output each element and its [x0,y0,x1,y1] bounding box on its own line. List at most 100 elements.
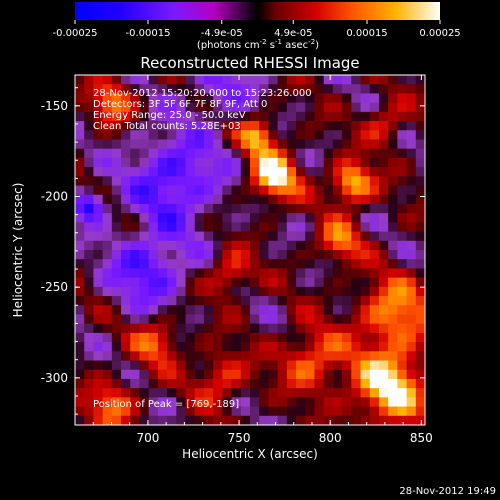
heatmap-cell [277,369,288,380]
heatmap-cell [176,305,186,315]
heatmap-cell [378,314,389,325]
heatmap-cell [231,314,242,325]
heatmap-cell [305,157,315,168]
heatmap-cell [75,332,85,343]
heatmap-cell [194,342,205,352]
heatmap-cell [185,231,196,242]
heatmap-cell [111,240,122,251]
heatmap-cell [388,305,398,315]
heatmap-cell [314,121,325,131]
heatmap-cell [286,351,297,361]
heatmap-cell [305,397,315,407]
heatmap-cell [130,296,140,306]
heatmap-cell [332,176,343,186]
heatmap-cell [222,176,232,186]
heatmap-cell [351,378,361,389]
heatmap-cell [305,111,315,122]
heatmap-cell [342,286,352,297]
heatmap-cell [194,167,205,177]
heatmap-cell [157,213,168,223]
heatmap-cell [305,415,315,426]
heatmap-cell [388,296,398,306]
heatmap-cell [277,286,288,297]
heatmap-cell [157,397,168,407]
heatmap-cell [213,194,223,205]
heatmap-cell [121,378,131,389]
heatmap-cell [222,185,232,196]
heatmap-cell [185,157,196,168]
heatmap-cell [369,121,380,131]
heatmap-cell [139,332,150,343]
heatmap-cell [296,296,306,306]
x-tick-label: 850 [410,431,433,445]
heatmap-cell [250,194,260,205]
heatmap-cell [231,259,242,269]
heatmap-cell [111,415,122,426]
heatmap-cell [194,121,205,131]
heatmap-cell [121,323,131,334]
heatmap-cell [415,332,426,343]
heatmap-cell [305,139,315,150]
heatmap-cell [121,388,131,398]
heatmap-cell [369,203,380,214]
heatmap-cell [259,369,269,380]
heatmap-cell [139,111,150,122]
heatmap-cell [93,388,104,398]
heatmap-cell [111,259,122,269]
heatmap-cell [323,213,334,223]
heatmap-cell [406,259,417,269]
heatmap-cell [378,185,389,196]
heatmap-cell [259,148,269,159]
heatmap-cell [194,75,205,85]
heatmap-cell [240,277,251,288]
heatmap-cell [222,84,232,94]
heatmap-cell [406,84,417,94]
heatmap-cell [130,342,140,352]
heatmap-cell [121,167,131,177]
heatmap-cell [130,93,140,104]
heatmap-cell [351,250,361,260]
heatmap-cell [323,121,334,131]
heatmap-cell [268,203,279,214]
heatmap-cell [148,102,159,113]
heatmap-cell [231,139,242,150]
heatmap-cell [360,277,371,288]
heatmap-cell [277,323,288,334]
heatmap-cell [148,75,159,85]
heatmap-cell [213,388,223,398]
heatmap-cell [111,93,122,104]
heatmap-cell [121,332,131,343]
heatmap-cell [203,213,214,223]
heatmap-cell [369,323,380,334]
heatmap-cell [185,388,196,398]
heatmap-cell [360,342,371,352]
heatmap-cell [222,102,232,113]
heatmap-cell [240,213,251,223]
heatmap-cell [157,305,168,315]
heatmap-cell [240,323,251,334]
heatmap-cell [213,84,223,94]
heatmap-cell [75,406,85,417]
heatmap-cell [286,406,297,417]
heatmap-cell [406,130,417,140]
heatmap-cell [194,130,205,140]
heatmap-cell [157,139,168,150]
heatmap-cell [93,213,104,223]
heatmap-cell [240,388,251,398]
heatmap-cell [314,332,325,343]
heatmap-cell [378,277,389,288]
heatmap-cell [176,360,186,371]
heatmap-cell [397,277,407,288]
heatmap-cell [250,231,260,242]
heatmap-cell [130,139,140,150]
heatmap-cell [167,332,177,343]
heatmap-cell [203,194,214,205]
heatmap-cell [148,240,159,251]
heatmap-cell [323,397,334,407]
heatmap-cell [240,268,251,279]
heatmap-cell [397,185,407,196]
heatmap-cell [157,148,168,159]
colorbar-tick-label: 0.00025 [419,28,460,39]
heatmap-cell [406,369,417,380]
heatmap-cell [388,406,398,417]
